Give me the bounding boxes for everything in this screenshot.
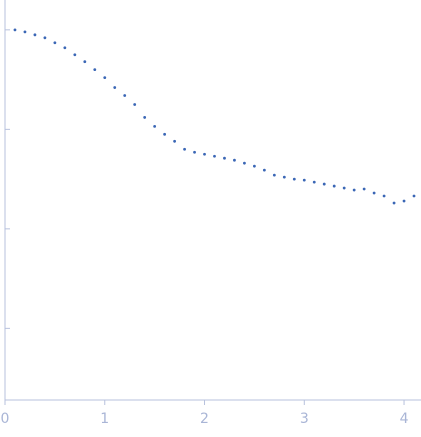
point [312,180,316,184]
point [183,147,186,151]
point [123,94,127,97]
point [203,152,206,156]
point [253,164,256,168]
point [23,30,27,34]
point [362,187,366,191]
point [113,86,117,89]
point [173,139,176,143]
x-tick-label: 3 [300,411,309,427]
x-tick-label: 1 [100,411,109,427]
point [402,199,406,203]
point [33,33,37,37]
x-tick-label: 4 [400,411,409,427]
point [342,186,346,190]
point [83,60,87,64]
point [153,124,157,128]
point [292,177,296,181]
point [352,188,356,192]
point [213,154,216,158]
point [382,194,386,198]
x-tick-label: 0 [1,411,10,427]
point [143,116,147,119]
point [223,156,226,160]
point [332,184,336,188]
point [93,68,97,72]
point [372,191,376,195]
point [233,158,236,162]
point [53,41,57,45]
point [302,178,306,182]
x-tick-label: 2 [200,411,209,427]
point [412,194,416,198]
point [322,182,326,186]
point [163,132,167,136]
point [43,36,47,40]
point [63,46,67,50]
point [282,175,286,179]
point [272,173,276,177]
point [243,161,246,165]
point [103,76,107,80]
point [13,28,17,32]
point [193,150,196,154]
point [392,201,396,205]
point [133,103,137,106]
point [73,53,77,57]
point [262,168,266,172]
